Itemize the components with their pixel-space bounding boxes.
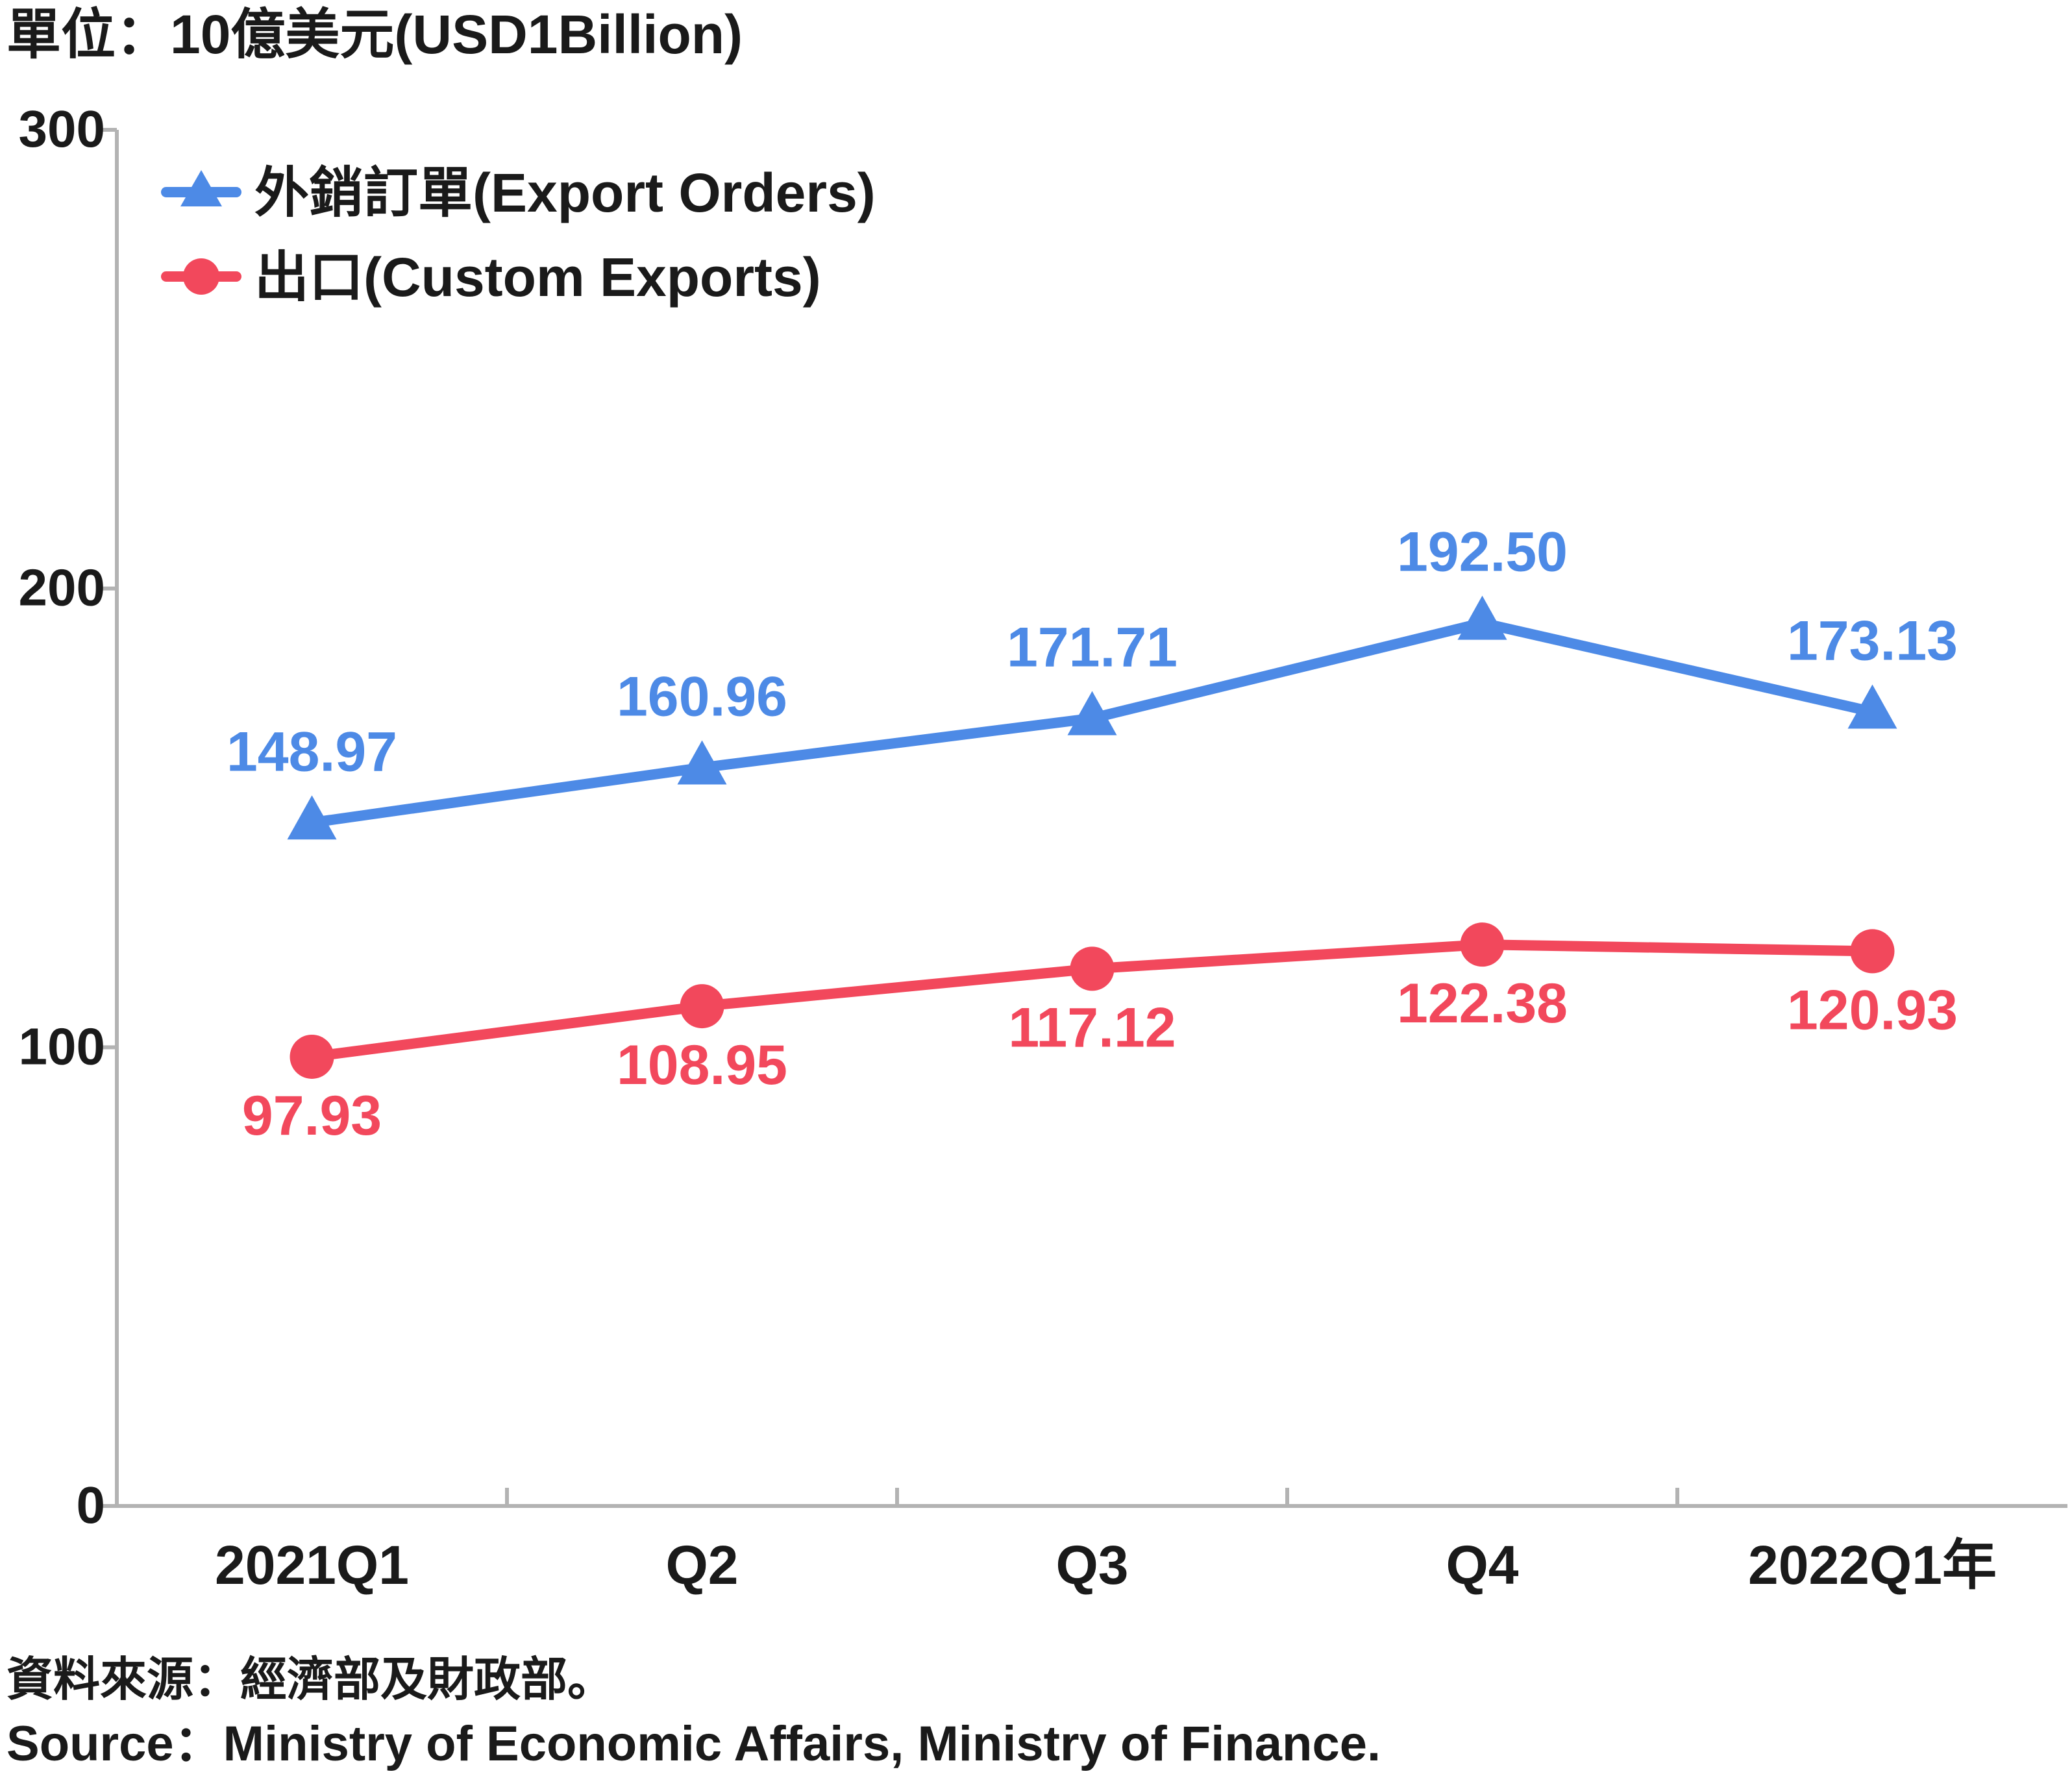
source-zh: 資料來源：經濟部及財政部。: [6, 1654, 614, 1706]
series-layer: 148.97 160.96 171.71 192.50 173.13 97.93 108.9…: [227, 521, 1958, 1147]
data-point-circle: [1850, 929, 1895, 974]
x-tick-label: 2021Q1: [215, 1535, 409, 1596]
axes: [97, 128, 2067, 1508]
legend-triangle-marker: [180, 170, 222, 206]
x-tick-label: Q4: [1446, 1535, 1518, 1596]
data-point-triangle: [287, 795, 337, 840]
y-tick-label: 200: [19, 559, 105, 617]
data-point-triangle: [1067, 691, 1117, 735]
legend: 外銷訂單(Export Orders) 出口(Custom Exports): [161, 162, 876, 308]
y-tick-label: 100: [19, 1017, 105, 1075]
data-point-circle: [1070, 946, 1115, 991]
data-label: 160.96: [617, 666, 787, 728]
x-tick-labels: 2021Q1 Q2 Q3 Q4 2022Q1年: [215, 1535, 1997, 1596]
data-label: 192.50: [1397, 521, 1568, 584]
y-tick-label: 0: [77, 1476, 106, 1534]
data-label: 97.93: [242, 1085, 382, 1147]
data-point-triangle: [677, 740, 727, 785]
data-label: 108.95: [617, 1034, 787, 1096]
legend-circle-marker: [183, 258, 219, 295]
data-point-triangle: [1847, 684, 1897, 729]
data-label: 171.71: [1007, 617, 1178, 679]
data-label: 117.12: [1008, 996, 1176, 1059]
legend-item: 外銷訂單(Export Orders): [161, 162, 876, 223]
series-custom-exports: 97.93 108.95 117.12 122.38 120.93: [242, 922, 1958, 1147]
data-point-circle: [1460, 922, 1505, 967]
series-export-orders: 148.97 160.96 171.71 192.50 173.13: [227, 521, 1958, 840]
legend-label: 外銷訂單(Export Orders): [254, 162, 876, 223]
x-tick-label: Q2: [665, 1535, 738, 1596]
x-tick-label: 2022Q1年: [1748, 1535, 1997, 1596]
data-point-triangle: [1457, 595, 1507, 640]
legend-item: 出口(Custom Exports): [161, 247, 821, 308]
data-label: 122.38: [1397, 972, 1568, 1035]
legend-label: 出口(Custom Exports): [254, 247, 821, 308]
source-en: Source：Ministry of Economic Affairs, Min…: [6, 1716, 1381, 1771]
y-tick-label: 300: [19, 100, 105, 158]
data-label: 173.13: [1787, 610, 1958, 672]
data-point-circle: [680, 984, 724, 1029]
x-tick-label: Q3: [1055, 1535, 1128, 1596]
data-point-circle: [290, 1034, 334, 1079]
unit-label: 單位：10億美元(USD1Billion): [6, 4, 743, 65]
data-label: 120.93: [1787, 979, 1958, 1041]
data-label: 148.97: [227, 721, 397, 783]
y-tick-labels: 0 100 200 300: [19, 100, 105, 1534]
